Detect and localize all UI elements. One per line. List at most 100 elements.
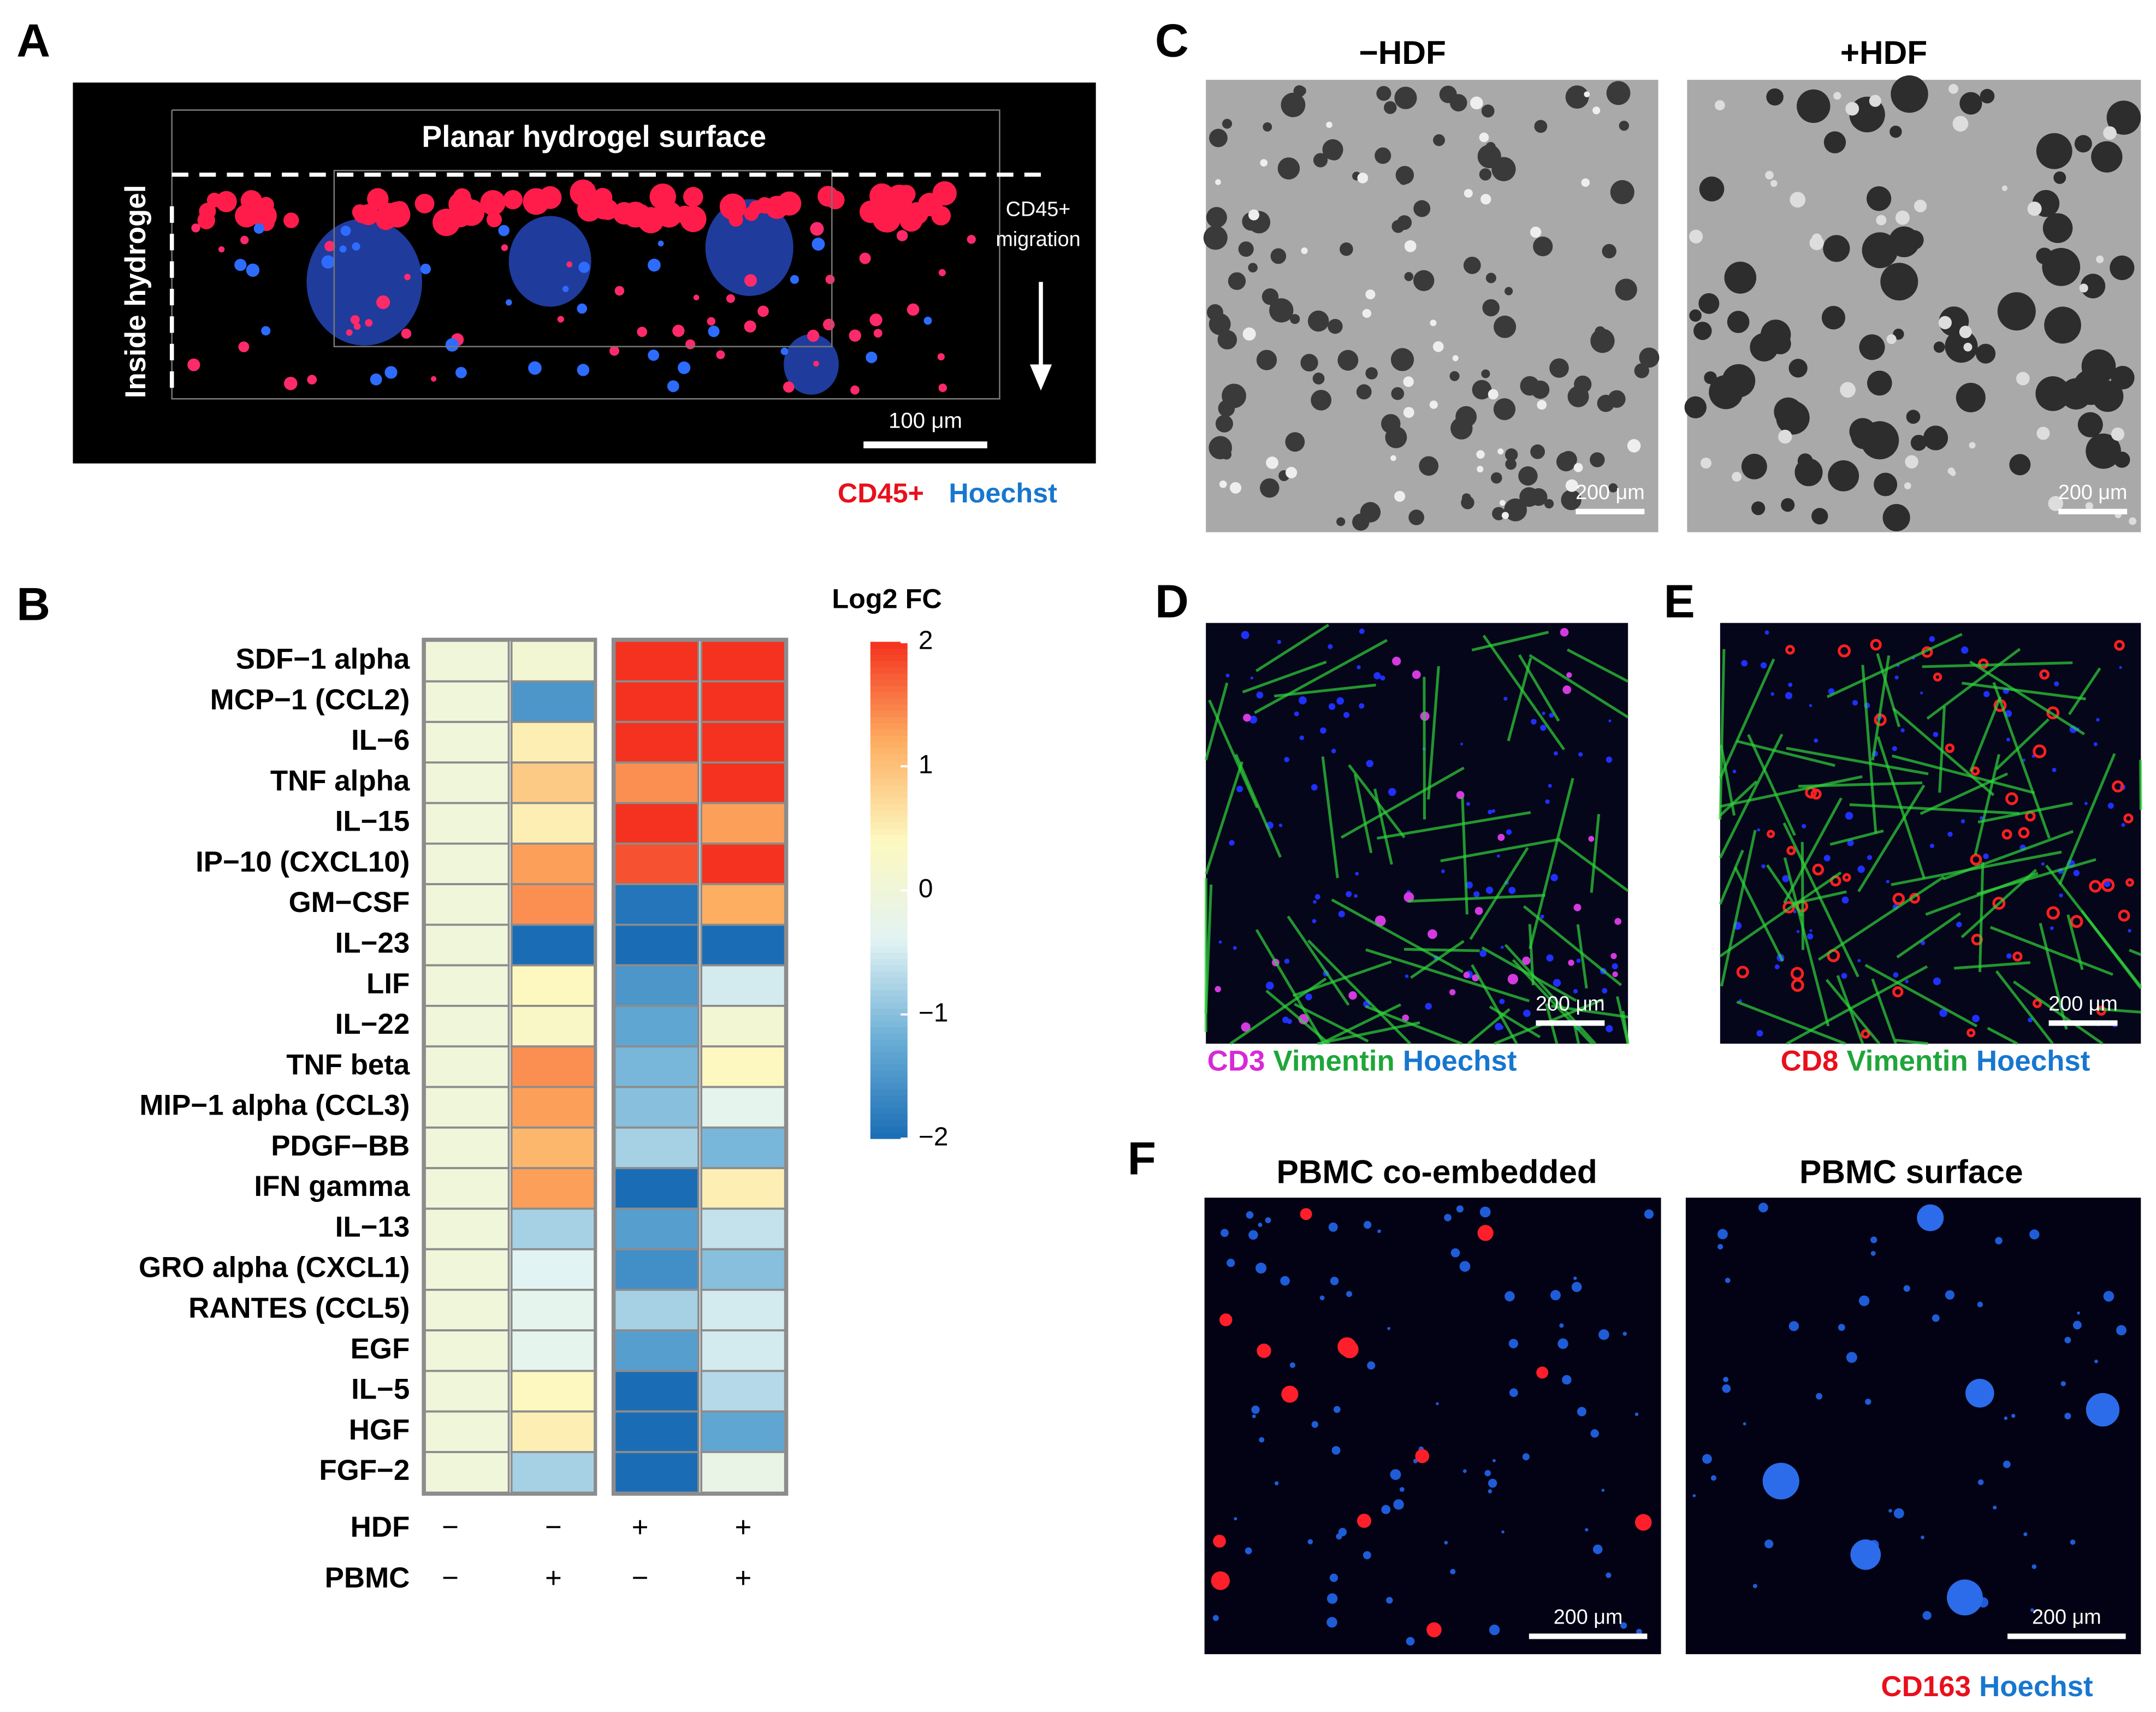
cell — [1531, 719, 1537, 725]
colorbar-step — [870, 654, 908, 661]
cell — [2030, 1608, 2034, 1612]
cell — [2128, 929, 2131, 933]
heatmap-cell — [613, 1370, 700, 1413]
fiber — [1892, 707, 1995, 796]
cell — [1428, 929, 1437, 939]
heatmap-cell — [510, 1126, 597, 1169]
cell — [253, 223, 264, 234]
cell — [1882, 503, 1910, 532]
cell — [1391, 387, 1405, 400]
cell — [350, 315, 360, 325]
cell — [1485, 142, 1496, 152]
cell — [1338, 1527, 1347, 1537]
colorbar-step — [870, 710, 908, 718]
fiber — [1876, 653, 1901, 727]
cell — [2011, 1414, 2016, 1418]
panel-label: E — [1664, 576, 1695, 628]
colorbar-step — [870, 790, 908, 798]
cell — [1518, 466, 1538, 486]
panel-label: A — [16, 15, 50, 67]
cell — [346, 329, 353, 336]
colorbar-tick-label: −2 — [919, 1123, 949, 1152]
colorbar-step — [870, 642, 908, 649]
cell — [2004, 299, 2017, 312]
cell — [376, 295, 390, 310]
cell — [1533, 236, 1553, 257]
cell — [1762, 1462, 1799, 1500]
cell — [384, 366, 398, 379]
fiber — [1408, 893, 1545, 903]
annotation-name: HDF — [351, 1511, 410, 1543]
cell — [501, 244, 508, 251]
cell — [807, 329, 820, 342]
cell — [1922, 1611, 1932, 1620]
cell — [1571, 1282, 1582, 1293]
heatmap-cell — [424, 802, 510, 845]
fiber — [2045, 864, 2142, 988]
micrograph — [1204, 1198, 1661, 1655]
panel-label: B — [16, 579, 50, 631]
cell — [1562, 1375, 1572, 1385]
heatmap-cell — [700, 802, 786, 845]
fiber — [1720, 775, 1863, 808]
cell — [1494, 315, 1517, 339]
cell — [1312, 919, 1317, 923]
fiber — [2039, 922, 2068, 1030]
cell — [1215, 986, 1221, 993]
cell — [1900, 728, 1905, 733]
cell — [1947, 831, 1953, 837]
cell — [1811, 233, 1822, 244]
cell — [1983, 691, 1990, 697]
cell — [1828, 460, 1859, 491]
cell — [1598, 1329, 1609, 1340]
fiber — [1255, 929, 1325, 1044]
cell — [1360, 502, 1381, 523]
cell — [1700, 457, 1712, 469]
cell — [352, 242, 360, 251]
heatmap-cell — [510, 923, 597, 967]
cell — [1331, 1446, 1341, 1455]
cell — [1330, 1276, 1339, 1286]
colorbar-step — [870, 1125, 908, 1133]
cell — [1301, 247, 1308, 254]
colorbar-step — [870, 828, 908, 835]
cell — [1497, 448, 1504, 455]
cell — [1359, 703, 1365, 709]
cell — [1441, 869, 1445, 873]
heatmap-cell — [424, 1167, 510, 1210]
heatmap-cell — [510, 721, 597, 764]
colorbar-step — [870, 703, 908, 711]
cell — [1850, 1539, 1881, 1570]
colorbar-step — [870, 1033, 908, 1040]
cell — [1228, 272, 1246, 290]
cell — [1717, 1229, 1728, 1240]
cell — [1790, 967, 1804, 981]
row-label: EGF — [351, 1332, 410, 1365]
fiber — [1719, 871, 1842, 958]
cell — [1969, 442, 1976, 449]
cell — [1615, 279, 1637, 301]
cell — [1203, 226, 1228, 250]
fiber — [1719, 780, 1758, 817]
cell — [1209, 436, 1233, 460]
cell — [1255, 1263, 1267, 1274]
cell — [1450, 1248, 1460, 1258]
cell — [370, 373, 382, 386]
cell — [1689, 309, 1702, 322]
cell — [1343, 712, 1350, 718]
cell — [1496, 854, 1500, 858]
row-label: SDF−1 alpha — [236, 643, 410, 676]
cell — [1627, 439, 1641, 453]
cell — [1905, 980, 1909, 984]
cell — [1606, 81, 1631, 105]
cell — [1608, 390, 1626, 408]
cell — [1840, 382, 1856, 398]
cell — [1241, 631, 1249, 639]
cell — [1508, 1338, 1519, 1348]
cell — [1456, 791, 1465, 799]
legend-text: Vimentin — [1846, 1045, 1968, 1077]
fiber — [1365, 948, 1530, 1003]
cell — [1910, 435, 1927, 451]
cell — [1699, 176, 1725, 202]
cell — [1758, 1202, 1768, 1213]
